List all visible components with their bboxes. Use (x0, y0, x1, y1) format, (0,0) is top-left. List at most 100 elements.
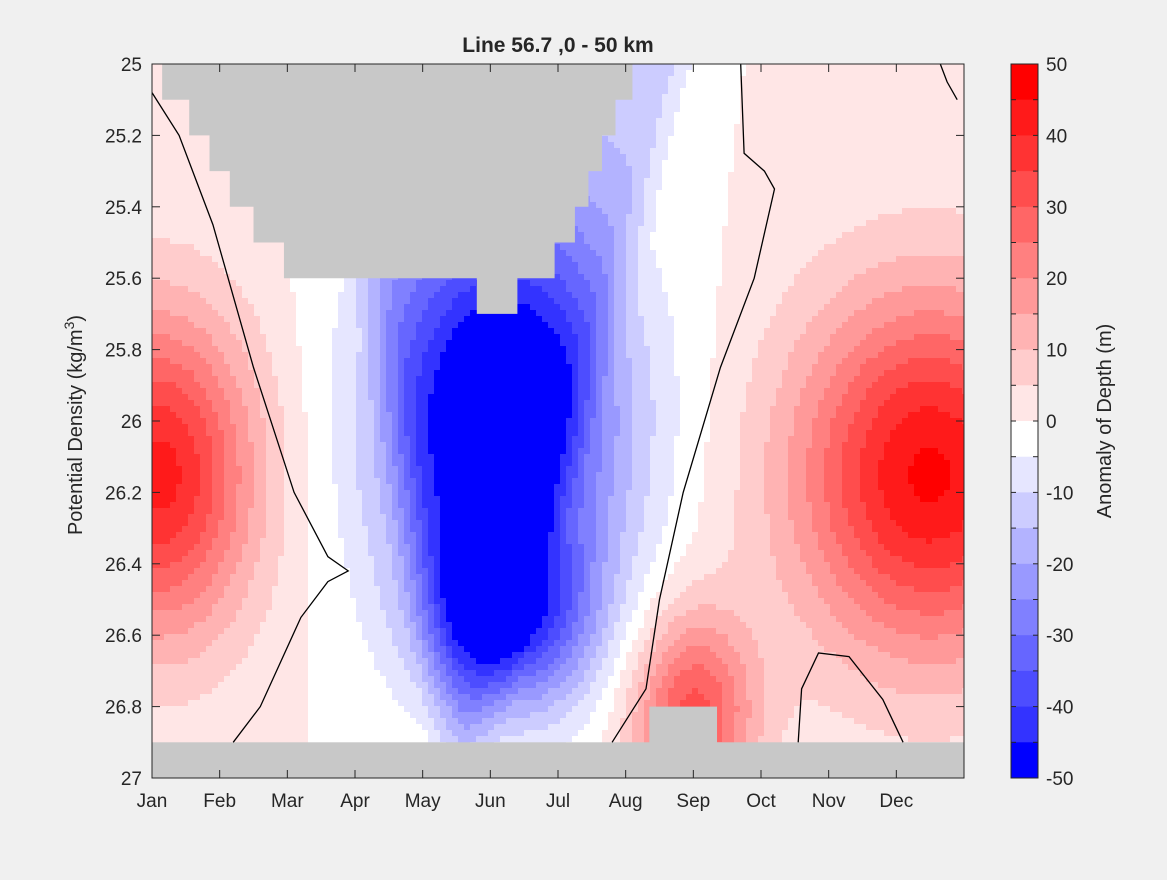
contour-cell (206, 202, 213, 209)
contour-cell (728, 70, 735, 77)
contour-cell (608, 232, 615, 239)
contour-cell (854, 238, 861, 245)
contour-cell (668, 196, 675, 203)
contour-cell (584, 214, 591, 221)
contour-cell (644, 220, 651, 227)
contour-cell (638, 202, 645, 209)
contour-cell (854, 166, 861, 173)
contour-cell (890, 208, 897, 215)
contour-cell (662, 118, 669, 125)
contour-cell (884, 268, 891, 275)
contour-cell (920, 202, 927, 209)
contour-cell (782, 154, 789, 161)
contour-cell (560, 268, 567, 275)
contour-cell (188, 208, 195, 215)
contour-cell (836, 166, 843, 173)
contour-cell (188, 250, 195, 257)
contour-cell (626, 208, 633, 215)
contour-cell (638, 274, 645, 281)
contour-cell (626, 178, 633, 185)
contour-cell (836, 178, 843, 185)
contour-cell (656, 100, 663, 107)
contour-cell (158, 160, 165, 167)
contour-cell (908, 226, 915, 233)
contour-cell (560, 256, 567, 263)
contour-cell (812, 172, 819, 179)
contour-cell (674, 124, 681, 131)
contour-cell (938, 208, 945, 215)
contour-cell (932, 130, 939, 137)
contour-cell (782, 148, 789, 155)
contour-cell (626, 262, 633, 269)
contour-cell (716, 214, 723, 221)
contour-cell (710, 178, 717, 185)
contour-cell (962, 178, 964, 185)
contour-cell (578, 280, 585, 287)
contour-cell (686, 154, 693, 161)
contour-cell (788, 202, 795, 209)
contour-cell (950, 148, 957, 155)
contour-cell (770, 76, 777, 83)
contour-cell (230, 244, 237, 251)
contour-cell (212, 256, 219, 263)
contour-cell (614, 280, 621, 287)
contour-cell (776, 226, 783, 233)
contour-cell (212, 208, 219, 215)
contour-cell (740, 208, 747, 215)
contour-cell (908, 178, 915, 185)
contour-cell (860, 172, 867, 179)
contour-cell (182, 208, 189, 215)
contour-cell (422, 280, 429, 287)
contour-cell (938, 214, 945, 221)
contour-cell (686, 244, 693, 251)
contour-cell (896, 256, 903, 263)
contour-cell (236, 214, 243, 221)
contour-cell (752, 172, 759, 179)
contour-cell (728, 232, 735, 239)
contour-cell (626, 244, 633, 251)
contour-cell (716, 280, 723, 287)
contour-cell (878, 262, 885, 269)
contour-cell (872, 118, 879, 125)
contour-cell (704, 76, 711, 83)
contour-cell (770, 274, 777, 281)
contour-cell (950, 274, 957, 281)
contour-cell (914, 226, 921, 233)
contour-cell (926, 82, 933, 89)
contour-cell (716, 232, 723, 239)
contour-cell (260, 256, 267, 263)
contour-cell (818, 226, 825, 233)
contour-cell (182, 274, 189, 281)
contour-cell (230, 256, 237, 263)
contour-cell (680, 166, 687, 173)
contour-cell (806, 268, 813, 275)
contour-cell (158, 220, 165, 227)
contour-cell (764, 208, 771, 215)
contour-cell (680, 220, 687, 227)
contour-cell (194, 214, 201, 221)
contour-cell (926, 70, 933, 77)
contour-cell (164, 172, 171, 179)
contour-cell (704, 172, 711, 179)
contour-cell (812, 208, 819, 215)
contour-cell (260, 244, 267, 251)
contour-cell (158, 130, 165, 137)
contour-cell (602, 136, 609, 143)
contour-cell (806, 82, 813, 89)
contour-cell (608, 280, 615, 287)
contour-cell (914, 130, 921, 137)
contour-cell (626, 250, 633, 257)
contour-cell (956, 184, 963, 191)
contour-cell (896, 142, 903, 149)
contour-cell (248, 226, 255, 233)
contour-cell (932, 274, 939, 281)
contour-cell (650, 124, 657, 131)
contour-cell (758, 118, 765, 125)
contour-cell (392, 280, 399, 287)
contour-cell (554, 256, 561, 263)
contour-cell (752, 148, 759, 155)
contour-cell (734, 64, 741, 71)
contour-cell (752, 244, 759, 251)
contour-cell (878, 118, 885, 125)
contour-cell (812, 142, 819, 149)
